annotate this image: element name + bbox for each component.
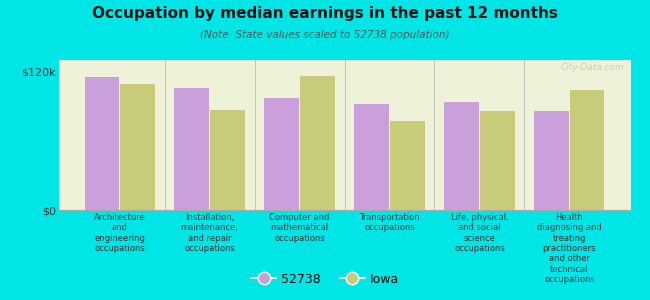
Bar	[570, 90, 604, 210]
Bar	[120, 84, 155, 210]
Bar	[211, 110, 244, 210]
Bar	[534, 111, 569, 210]
Bar	[354, 104, 389, 210]
Text: (Note: State values scaled to 52738 population): (Note: State values scaled to 52738 popu…	[200, 30, 450, 40]
Bar	[174, 88, 209, 210]
Bar	[265, 98, 298, 210]
Legend: 52738, Iowa: 52738, Iowa	[246, 268, 404, 291]
Bar	[84, 77, 119, 210]
Bar	[445, 101, 478, 210]
Text: Occupation by median earnings in the past 12 months: Occupation by median earnings in the pas…	[92, 6, 558, 21]
Bar	[391, 121, 424, 210]
Text: City-Data.com: City-Data.com	[561, 63, 625, 72]
Bar	[480, 111, 515, 210]
Bar	[300, 76, 335, 210]
